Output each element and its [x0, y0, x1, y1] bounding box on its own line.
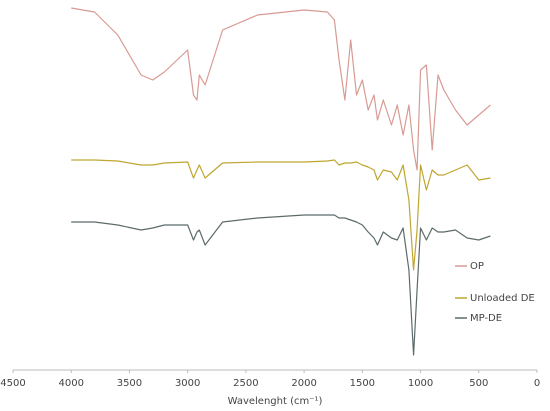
x-tick-label: 4000	[58, 378, 83, 389]
series-line	[71, 214, 491, 356]
x-tick-label: 3000	[175, 378, 200, 389]
legend-label: Unloaded DE	[470, 293, 535, 304]
legend-label: MP-DE	[470, 313, 502, 324]
series-line	[71, 159, 491, 271]
x-tick-label: 1000	[408, 378, 433, 389]
x-tick-label: 1500	[350, 378, 375, 389]
series-line	[71, 7, 491, 171]
x-tick-label: 0	[534, 378, 540, 389]
x-tick-label: 3500	[117, 378, 142, 389]
x-tick-label: 500	[469, 378, 488, 389]
x-tick-label: 2500	[233, 378, 258, 389]
x-axis-title: Wavelenght (cm⁻¹)	[228, 396, 323, 407]
legend-label: OP	[470, 261, 484, 272]
x-tick-label: 4500	[0, 378, 25, 389]
x-tick-label: 2000	[291, 378, 316, 389]
